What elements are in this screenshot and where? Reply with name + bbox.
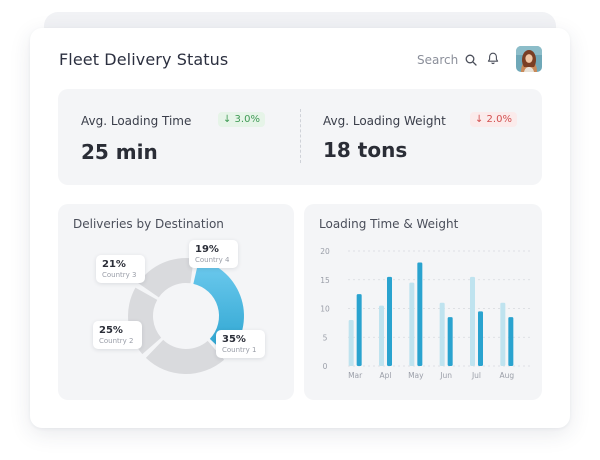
stat-label-loading-weight: Avg. Loading Weight [323, 114, 446, 128]
donut-label-country-3: 21% Country 3 [96, 255, 145, 283]
loading-chart-title: Loading Time & Weight [319, 217, 459, 231]
donut-label-country-4-pct: 19% [195, 244, 219, 255]
page-title: Fleet Delivery Status [59, 50, 229, 69]
x-tick-label: May [408, 371, 424, 380]
y-tick-label: 15 [320, 276, 330, 285]
bar-series-2-jun [447, 317, 453, 366]
stat-change-badge-loading-weight: ↓ 2.0% [470, 112, 517, 127]
loading-chart-panel: Loading Time & Weight 0 5 10 15 20 Mar Apl May J… [304, 204, 542, 400]
dashboard-card: Fleet Delivery Status Search Avg. Loadin… [30, 28, 570, 428]
bar-series-1-jul [470, 276, 475, 366]
donut-label-country-2: 25% Country 2 [93, 321, 142, 349]
stat-change-badge-loading-time: ↓ 3.0% [218, 112, 265, 127]
donut-label-country-2-name: Country 2 [99, 337, 134, 345]
search-label: Search [417, 53, 459, 67]
loading-bar-chart: 0 5 10 15 20 Mar Apl May Jun Jul Aug [320, 247, 530, 380]
y-tick-label: 10 [320, 305, 330, 314]
bar-series-2-aug [508, 317, 514, 366]
bar-series-1-aug [500, 302, 506, 366]
donut-label-country-4: 19% Country 4 [189, 240, 238, 268]
donut-label-country-3-pct: 21% [102, 259, 126, 270]
bell-icon[interactable] [487, 52, 499, 65]
stat-label-loading-time: Avg. Loading Time [81, 114, 192, 128]
bar-series-2-may [417, 262, 423, 366]
x-tick-label: Aug [500, 371, 515, 380]
x-tick-label: Jul [471, 371, 481, 380]
x-tick-label: Mar [348, 371, 363, 380]
stat-value-loading-weight: 18 tons [323, 138, 408, 162]
bar-series-2-apl [387, 276, 392, 366]
deliveries-panel: Deliveries by Destination [58, 204, 294, 400]
y-tick-label: 5 [323, 333, 328, 342]
bar-series-1-jun [439, 302, 445, 366]
y-tick-label: 20 [320, 247, 330, 256]
donut-label-country-2-pct: 25% [99, 325, 123, 336]
bar-series-2-mar [356, 294, 362, 366]
stats-divider [300, 109, 301, 163]
avatar[interactable] [516, 46, 542, 72]
donut-label-country-1-pct: 35% [222, 334, 246, 345]
donut-label-country-1-name: Country 1 [222, 346, 257, 354]
donut-label-country-4-name: Country 4 [195, 256, 230, 264]
x-tick-label: Jun [439, 371, 452, 380]
bar-series-1-mar [348, 320, 354, 366]
search-button[interactable]: Search [417, 53, 477, 67]
x-tick-label: Apl [380, 371, 392, 380]
donut-label-country-1: 35% Country 1 [216, 330, 265, 358]
stats-panel: Avg. Loading Time ↓ 3.0% 25 min Avg. Loa… [58, 89, 542, 185]
deliveries-title: Deliveries by Destination [73, 217, 224, 231]
search-icon [465, 54, 477, 66]
y-tick-label: 0 [323, 362, 328, 371]
bar-series-2-jul [478, 311, 483, 366]
bar-series-1-apl [379, 305, 384, 366]
donut-label-country-3-name: Country 3 [102, 271, 137, 279]
stat-value-loading-time: 25 min [81, 140, 158, 164]
bar-series-1-may [409, 282, 415, 366]
